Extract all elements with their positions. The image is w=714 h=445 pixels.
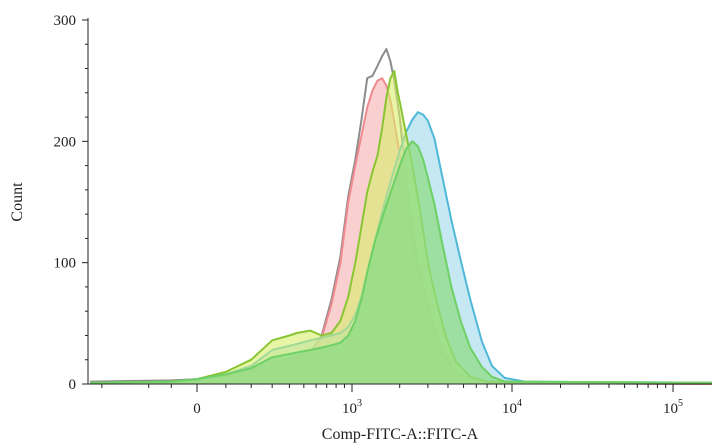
y-tick-label: 0 [69,377,77,393]
y-axis-title: Count [9,182,26,222]
x-tick-label: 104 [502,398,522,417]
y-tick-label: 200 [54,134,77,150]
series-4-line [89,140,713,384]
y-tick-label: 100 [54,256,77,272]
x-ticks: 0 103 104 105 [101,384,683,417]
y-tick-label: 300 [54,13,77,29]
x-tick-label: 105 [663,398,683,417]
x-axis-title: Comp-FITC-A::FITC-A [322,426,479,443]
y-ticks: 0 100 200 300 [54,13,88,393]
x-tick-label: 103 [342,398,362,417]
series-4-area [90,141,712,384]
x-tick-label: 0 [193,401,201,417]
plot-area [89,48,713,385]
